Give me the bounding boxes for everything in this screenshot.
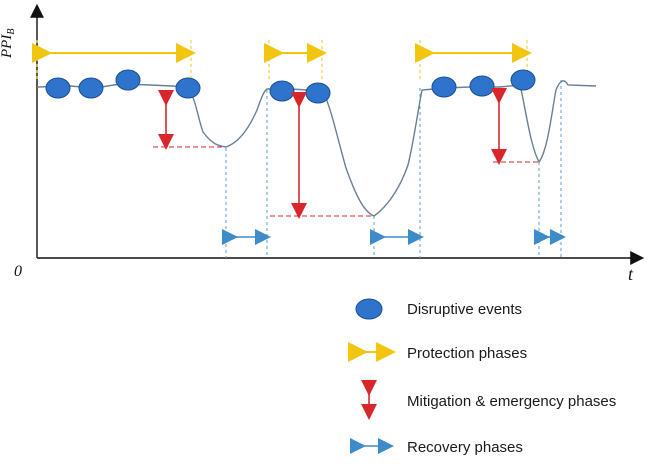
mitigation-arrows — [158, 88, 507, 219]
event-blob-icon — [115, 69, 141, 91]
legend-label: Protection phases — [407, 345, 527, 362]
recovery-guides — [225, 80, 562, 258]
legend-label: Disruptive events — [407, 301, 522, 318]
disruptive-events — [45, 69, 536, 104]
minima-guides — [153, 146, 539, 217]
event-blob-icon — [269, 80, 295, 102]
legend-label: Mitigation & emergency phases — [407, 393, 616, 410]
legend-label: Recovery phases — [407, 439, 523, 456]
blob-icon — [355, 298, 383, 320]
legend-item-protection-phases: Protection phases — [348, 342, 527, 362]
legend: Disruptive events Protection phases Miti… — [348, 298, 616, 456]
legend-item-disruptive-events: Disruptive events — [355, 298, 522, 320]
event-blob-icon — [431, 76, 457, 98]
event-blob-icon — [175, 77, 201, 99]
protection-guides — [36, 40, 528, 80]
x-axis-label: t — [628, 264, 634, 284]
event-blob-icon — [45, 77, 71, 99]
event-blob-icon — [469, 75, 495, 97]
legend-item-mitigation-phases: Mitigation & emergency phases — [361, 380, 616, 420]
origin-label: 0 — [14, 263, 22, 280]
y-axis-label: PPIB — [0, 29, 17, 59]
event-blob-icon — [78, 77, 104, 99]
event-blob-icon — [305, 82, 331, 104]
axes: PPIB t 0 — [0, 3, 645, 284]
legend-item-recovery-phases: Recovery phases — [350, 438, 523, 456]
performance-curve — [36, 80, 597, 217]
event-blob-icon — [510, 69, 536, 91]
